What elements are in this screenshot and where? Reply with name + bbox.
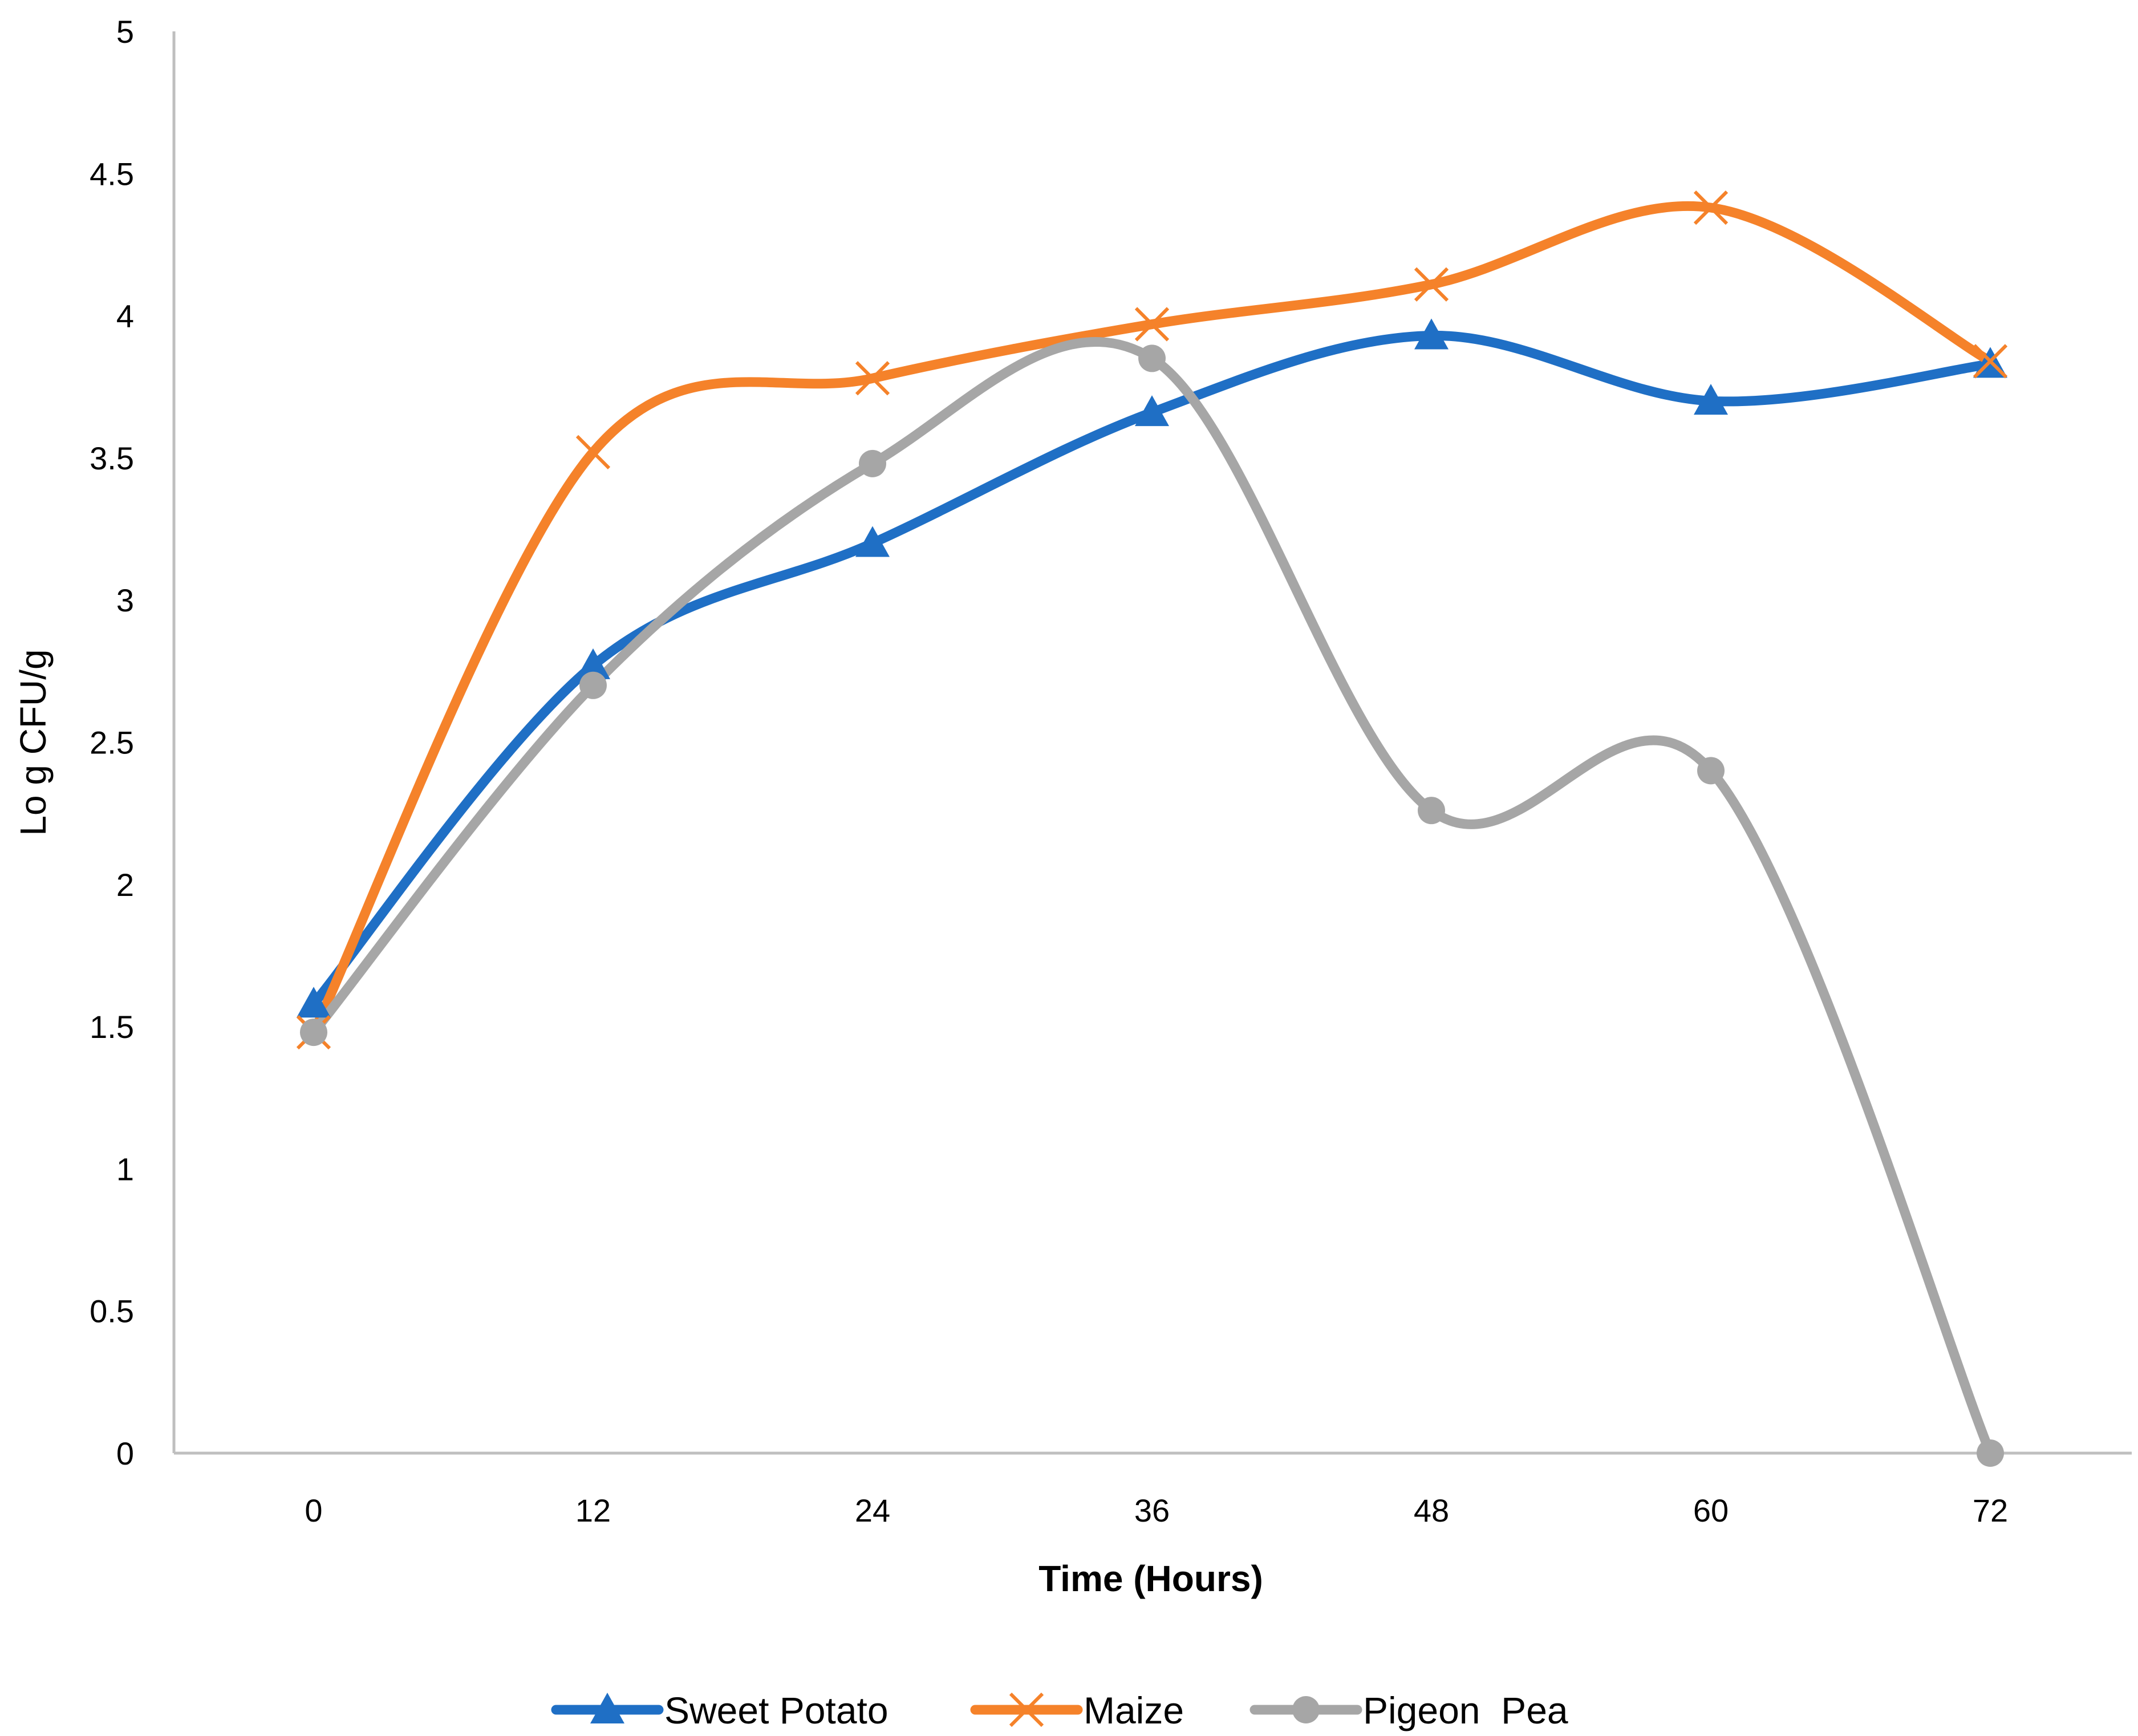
data-point-marker xyxy=(575,435,611,470)
series-line-1 xyxy=(309,201,1995,1037)
y-tick-label: 2.5 xyxy=(90,725,134,761)
data-point-marker xyxy=(300,1019,327,1047)
y-tick-label: 3.5 xyxy=(90,440,134,476)
x-tick-label: 48 xyxy=(1414,1492,1449,1528)
legend-item: Maize xyxy=(970,1689,1184,1731)
chart-axes xyxy=(172,31,2132,1455)
legend-marker xyxy=(1009,1692,1044,1727)
legend-label: Maize xyxy=(1084,1689,1184,1731)
data-point-marker xyxy=(855,526,890,557)
data-point-marker xyxy=(1697,757,1725,785)
y-tick-label: 4.5 xyxy=(90,156,134,192)
series-lines xyxy=(309,201,1995,1458)
legend-item: Pigeon Pea xyxy=(1249,1689,1568,1731)
legend-marker xyxy=(590,1693,624,1723)
data-point-marker xyxy=(1134,307,1170,342)
data-point-marker xyxy=(855,361,890,396)
x-tick-label: 72 xyxy=(1973,1492,2008,1528)
data-point-marker xyxy=(1977,1439,2004,1467)
data-point-marker xyxy=(859,449,886,477)
data-point-marker xyxy=(576,648,610,679)
data-point-marker xyxy=(1694,384,1728,415)
x-tick-label: 36 xyxy=(1134,1492,1170,1528)
data-point-marker xyxy=(1414,318,1449,350)
y-tick-label: 1 xyxy=(116,1151,134,1187)
legend: Sweet Potato Maize Pigeon Pea xyxy=(551,1689,1568,1731)
series-line-2 xyxy=(309,337,1995,1458)
x-tick-labels: 0 12 24 36 48 60 72 xyxy=(305,1492,2008,1528)
series-line-0 xyxy=(309,330,1995,1009)
y-axis-title: Lo g CFU/g xyxy=(13,649,54,835)
y-tick-label: 0 xyxy=(116,1435,134,1471)
series-markers xyxy=(296,190,2008,1467)
legend-marker xyxy=(1292,1696,1320,1723)
y-tick-label: 0.5 xyxy=(90,1293,134,1329)
data-point-marker xyxy=(1138,344,1166,372)
y-tick-label: 5 xyxy=(116,14,134,50)
data-point-marker xyxy=(1135,395,1169,427)
x-tick-label: 12 xyxy=(575,1492,611,1528)
legend-label: Sweet Potato xyxy=(664,1689,889,1731)
x-tick-label: 0 xyxy=(305,1492,322,1528)
data-point-marker xyxy=(579,671,607,699)
y-tick-labels: 0 0.5 1 1.5 2 2.5 3 3.5 4 4.5 5 xyxy=(90,14,134,1471)
y-tick-label: 3 xyxy=(116,582,134,618)
y-tick-label: 1.5 xyxy=(90,1009,134,1045)
data-point-marker xyxy=(1414,267,1449,302)
x-axis-title: Time (Hours) xyxy=(1038,1558,1263,1599)
x-tick-label: 60 xyxy=(1693,1492,1729,1528)
x-tick-label: 24 xyxy=(855,1492,890,1528)
legend-item: Sweet Potato xyxy=(551,1689,889,1731)
data-point-marker xyxy=(1693,190,1729,225)
data-point-marker xyxy=(1973,344,2008,379)
legend-label: Pigeon Pea xyxy=(1363,1689,1568,1731)
y-tick-label: 2 xyxy=(116,867,134,903)
y-tick-label: 4 xyxy=(116,298,134,334)
data-point-marker xyxy=(1418,797,1445,825)
data-point-marker xyxy=(297,987,331,1018)
